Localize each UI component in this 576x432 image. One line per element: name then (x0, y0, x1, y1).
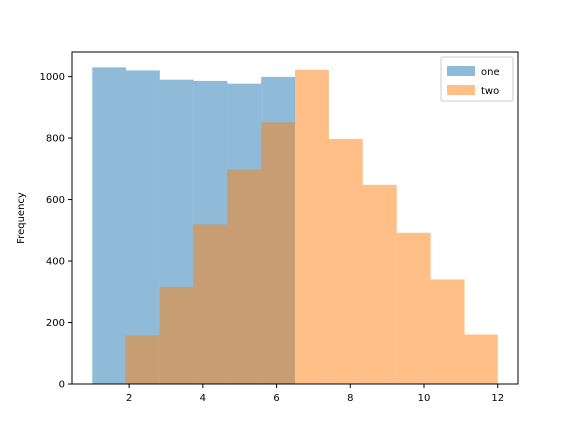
x-tick-label: 12 (491, 393, 504, 404)
series-two (125, 69, 498, 385)
legend-label-one: one (481, 67, 500, 78)
plot-frame (71, 51, 519, 385)
bar-two-8 (362, 184, 397, 384)
legend-label-two: two (481, 86, 499, 97)
y-axis: 0 200 400 600 800 1000 (40, 72, 72, 391)
x-tick-label: 2 (126, 393, 132, 404)
y-tick-label: 200 (46, 318, 65, 329)
bar-two-10 (430, 279, 465, 384)
x-tick-label: 4 (200, 393, 206, 404)
legend-swatch-two (447, 85, 475, 95)
y-tick-label: 400 (46, 257, 65, 268)
bar-two-9 (396, 232, 431, 384)
x-tick-label: 8 (347, 393, 353, 404)
bar-two-4 (227, 169, 262, 384)
y-tick-label: 800 (46, 134, 65, 145)
bar-two-6 (295, 69, 329, 384)
x-tick-label: 10 (418, 393, 431, 404)
x-axis: 2 4 6 8 10 12 (126, 384, 504, 404)
bar-two-2 (159, 286, 194, 384)
y-axis-label: Frequency (16, 192, 27, 244)
bar-two-1 (125, 335, 160, 384)
bar-two-3 (193, 224, 228, 384)
bar-two-11 (464, 334, 498, 384)
bar-two-5 (261, 122, 295, 385)
bar-one-2 (126, 70, 160, 384)
bar-two-7 (328, 139, 363, 384)
y-tick-label: 0 (59, 380, 65, 391)
y-tick-label: 1000 (40, 72, 65, 83)
bar-one-1 (92, 67, 127, 385)
legend-swatch-one (447, 66, 475, 76)
legend: one two (440, 56, 514, 102)
y-tick-label: 600 (46, 195, 65, 206)
x-tick-label: 6 (273, 393, 279, 404)
